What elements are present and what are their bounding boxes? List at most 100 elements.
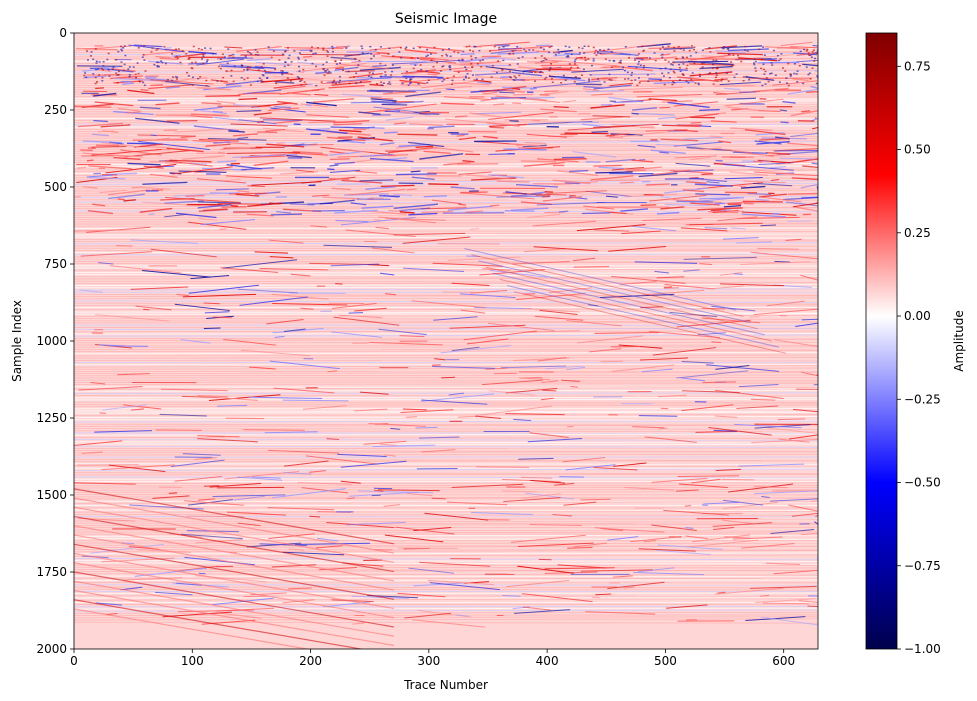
noise-speck — [715, 74, 718, 76]
reflector-line — [74, 476, 818, 479]
noise-speck — [489, 50, 492, 52]
amplitude-streak — [302, 405, 347, 410]
noise-speck — [331, 47, 334, 50]
noise-speck — [448, 66, 451, 68]
amplitude-streak — [590, 175, 634, 181]
noise-speck — [816, 49, 818, 51]
amplitude-streak — [648, 78, 662, 81]
noise-speck — [509, 53, 512, 55]
amplitude-streak — [787, 142, 818, 147]
noise-speck — [246, 50, 249, 53]
noise-speck — [310, 50, 313, 52]
noise-speck — [228, 54, 231, 57]
x-tick-label: 100 — [181, 654, 204, 668]
amplitude-streak — [539, 309, 578, 315]
reflector-line — [74, 371, 818, 375]
noise-speck — [449, 66, 452, 69]
noise-speck — [108, 75, 111, 77]
amplitude-streak — [669, 169, 713, 174]
amplitude-streak — [789, 434, 818, 440]
amplitude-streak — [359, 66, 400, 71]
amplitude-streak — [390, 427, 401, 430]
amplitude-streak — [734, 423, 802, 429]
noise-speck — [171, 76, 174, 78]
amplitude-streak — [749, 54, 794, 59]
reflector-line — [74, 153, 818, 156]
reflector-line — [74, 297, 818, 300]
noise-speck — [202, 62, 205, 65]
amplitude-streak — [634, 57, 644, 60]
noise-speck — [669, 68, 672, 71]
amplitude-streak — [138, 140, 211, 151]
noise-speck — [682, 49, 685, 51]
noise-speck — [283, 65, 286, 68]
amplitude-streak — [249, 396, 323, 400]
amplitude-streak — [807, 605, 818, 608]
amplitude-streak — [526, 213, 561, 219]
noise-speck — [599, 52, 602, 55]
amplitude-streak — [431, 497, 446, 500]
amplitude-streak — [674, 155, 717, 159]
noise-speck — [97, 68, 100, 70]
amplitude-streak — [331, 187, 351, 191]
noise-speck — [222, 76, 225, 79]
noise-speck — [441, 54, 444, 57]
amplitude-streak — [386, 157, 408, 161]
amplitude-streak — [459, 293, 516, 299]
noise-speck — [134, 73, 137, 76]
noise-speck — [793, 62, 796, 65]
amplitude-streak — [283, 328, 306, 333]
colorbar-tick-label: 0.50 — [904, 143, 931, 157]
amplitude-streak — [740, 185, 766, 189]
noise-speck — [806, 48, 809, 51]
amplitude-streak — [454, 115, 468, 118]
amplitude-streak — [97, 130, 115, 133]
noise-speck — [740, 60, 743, 63]
amplitude-streak — [74, 105, 112, 108]
amplitude-streak — [331, 302, 377, 309]
amplitude-streak — [166, 119, 198, 122]
amplitude-streak — [802, 165, 818, 169]
noise-speck — [583, 56, 586, 59]
noise-speck — [249, 84, 252, 86]
amplitude-streak — [363, 440, 407, 445]
amplitude-streak — [536, 158, 579, 163]
noise-speck — [654, 59, 657, 62]
amplitude-streak — [335, 67, 344, 70]
amplitude-streak — [419, 113, 440, 115]
amplitude-streak — [658, 116, 677, 120]
amplitude-streak — [660, 196, 671, 199]
noise-speck — [550, 63, 553, 65]
reflector-line — [74, 356, 818, 359]
amplitude-streak — [241, 349, 311, 357]
amplitude-streak — [210, 79, 228, 83]
amplitude-streak — [697, 207, 743, 211]
reflector-line — [74, 430, 818, 433]
amplitude-streak — [510, 207, 549, 211]
amplitude-streak — [161, 388, 228, 392]
seismic-image-traces — [74, 41, 818, 649]
colorbar-tick-label: −0.50 — [904, 476, 941, 490]
amplitude-streak — [197, 435, 240, 438]
amplitude-streak — [228, 192, 267, 195]
amplitude-streak — [800, 183, 818, 189]
amplitude-streak — [791, 158, 818, 164]
noise-speck — [345, 47, 348, 49]
noise-speck — [404, 47, 407, 50]
amplitude-streak — [272, 488, 346, 499]
noise-speck — [780, 53, 783, 55]
y-tick-label: 0 — [59, 26, 67, 40]
amplitude-streak — [350, 202, 367, 206]
noise-speck — [429, 53, 432, 55]
amplitude-streak — [300, 103, 329, 108]
amplitude-streak — [228, 130, 245, 133]
amplitude-streak — [717, 216, 758, 222]
noise-speck — [94, 48, 97, 50]
amplitude-streak — [259, 117, 336, 122]
amplitude-streak — [766, 562, 800, 565]
amplitude-streak — [792, 78, 809, 81]
noise-speck — [132, 66, 135, 68]
amplitude-streak — [637, 567, 675, 573]
amplitude-streak — [701, 317, 761, 324]
noise-speck — [540, 71, 543, 73]
